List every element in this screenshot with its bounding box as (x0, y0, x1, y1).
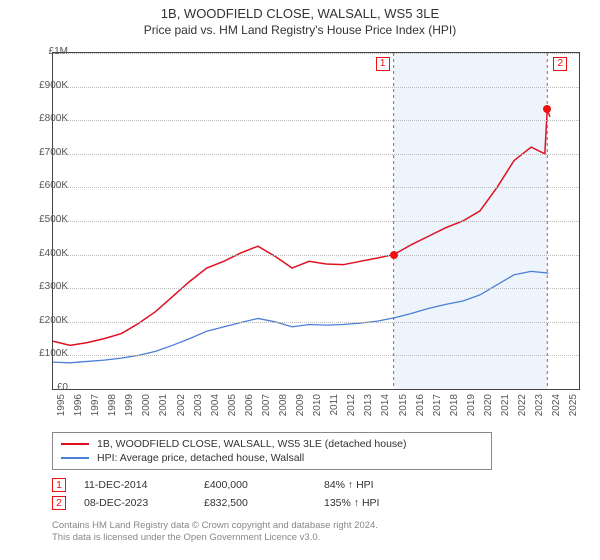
legend-label: HPI: Average price, detached house, Wals… (97, 452, 304, 464)
marker-badge: 2 (52, 496, 66, 510)
figure: 1B, WOODFIELD CLOSE, WALSALL, WS5 3LE Pr… (0, 0, 600, 560)
marker-table: 1 11-DEC-2014 £400,000 84% ↑ HPI 2 08-DE… (52, 476, 444, 512)
table-row: 1 11-DEC-2014 £400,000 84% ↑ HPI (52, 476, 444, 494)
marker-date: 08-DEC-2023 (84, 497, 204, 509)
table-row: 2 08-DEC-2023 £832,500 135% ↑ HPI (52, 494, 444, 512)
footer-line: This data is licensed under the Open Gov… (52, 532, 378, 544)
footer-line: Contains HM Land Registry data © Crown c… (52, 520, 378, 532)
chart-subtitle: Price paid vs. HM Land Registry's House … (0, 21, 600, 41)
marker-date: 11-DEC-2014 (84, 479, 204, 491)
marker-hpi: 84% ↑ HPI (324, 479, 444, 491)
legend-label: 1B, WOODFIELD CLOSE, WALSALL, WS5 3LE (d… (97, 438, 407, 450)
legend-item: HPI: Average price, detached house, Wals… (61, 451, 483, 465)
marker-badge: 1 (52, 478, 66, 492)
marker-hpi: 135% ↑ HPI (324, 497, 444, 509)
legend-swatch (61, 443, 89, 445)
legend-item: 1B, WOODFIELD CLOSE, WALSALL, WS5 3LE (d… (61, 437, 483, 451)
chart-title: 1B, WOODFIELD CLOSE, WALSALL, WS5 3LE (0, 0, 600, 21)
marker-price: £400,000 (204, 479, 324, 491)
footer: Contains HM Land Registry data © Crown c… (52, 520, 378, 545)
marker-price: £832,500 (204, 497, 324, 509)
legend-box: 1B, WOODFIELD CLOSE, WALSALL, WS5 3LE (d… (52, 432, 492, 470)
plot-area: 12 (52, 52, 580, 390)
legend-swatch (61, 457, 89, 459)
